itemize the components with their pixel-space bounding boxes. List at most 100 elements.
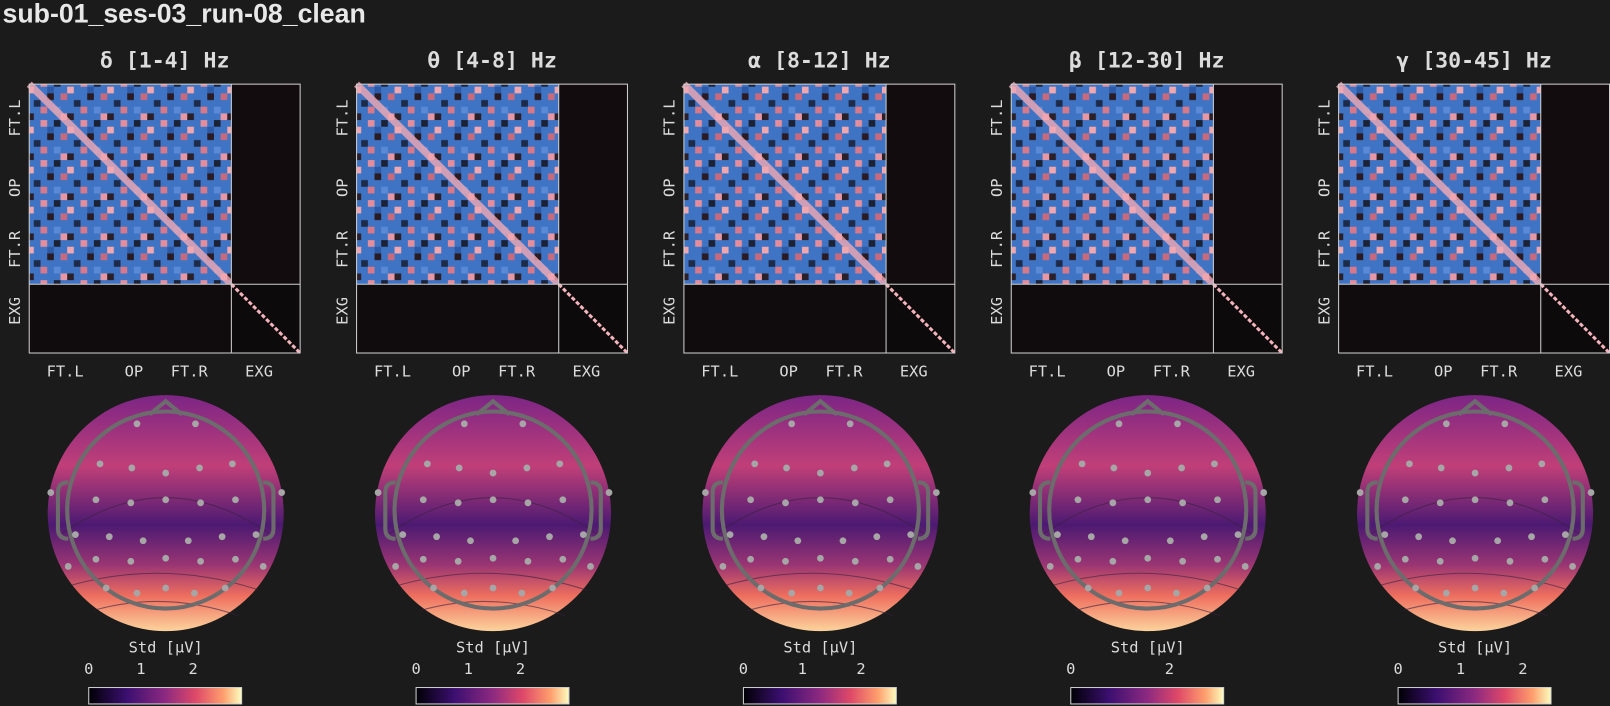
colorbar-tick-label: 0 xyxy=(84,660,93,678)
x-label: OP xyxy=(1434,363,1453,381)
sensor xyxy=(1528,533,1535,541)
sensor xyxy=(1538,460,1546,468)
sensor xyxy=(1144,584,1152,592)
sensor xyxy=(1531,584,1538,592)
sensor xyxy=(1078,460,1086,468)
sensor xyxy=(455,464,463,472)
sensor xyxy=(139,537,147,545)
contour xyxy=(92,600,239,617)
sensor xyxy=(1569,563,1576,570)
sensor xyxy=(102,584,110,592)
colorbar-tick-label: 2 xyxy=(188,660,197,678)
sensor xyxy=(850,464,858,472)
sensor xyxy=(489,584,497,592)
sensor xyxy=(788,589,796,597)
y-label: FT.R xyxy=(661,230,679,268)
sensor xyxy=(1412,584,1419,592)
sensor xyxy=(726,531,734,539)
sensor xyxy=(851,499,859,507)
sensor xyxy=(1029,489,1037,496)
matrix-exg-diagonal xyxy=(230,283,302,355)
colorbar-tick-label: 2 xyxy=(1518,660,1527,678)
sensor xyxy=(851,557,859,565)
colorbar-tick-label: 1 xyxy=(798,660,807,678)
x-label: FT.L xyxy=(374,363,411,381)
sensor xyxy=(1087,533,1095,541)
sensor xyxy=(454,557,462,565)
x-label: OP xyxy=(452,363,471,381)
sensor xyxy=(914,563,922,570)
topomap xyxy=(47,395,284,632)
sensor xyxy=(419,496,427,504)
colorbar xyxy=(1070,687,1225,705)
y-label: EXG xyxy=(6,297,24,325)
nose xyxy=(147,398,184,417)
y-label: FT.L xyxy=(333,99,351,136)
sensor xyxy=(1587,489,1595,496)
colorbar-label: Std [μV] xyxy=(1438,639,1512,657)
sensor xyxy=(1356,489,1364,496)
sensor xyxy=(184,537,192,545)
colorbar-tick-label: 1 xyxy=(1456,660,1465,678)
ear-right xyxy=(590,480,603,541)
sensor xyxy=(1144,496,1152,504)
head-outline xyxy=(1047,409,1249,611)
sensor xyxy=(467,537,474,545)
sensor xyxy=(1437,464,1445,472)
sensor xyxy=(1109,557,1117,565)
sensor xyxy=(232,496,239,504)
sensor xyxy=(559,555,567,563)
sensor xyxy=(1442,420,1450,428)
contour xyxy=(1402,600,1549,617)
sensor xyxy=(1046,563,1054,570)
sensor xyxy=(556,460,564,468)
y-label: FT.L xyxy=(661,99,679,136)
x-label: OP xyxy=(125,363,144,381)
sensor xyxy=(1449,537,1456,545)
sensor xyxy=(96,460,104,468)
sensor xyxy=(886,496,894,504)
x-label: FT.L xyxy=(1356,363,1393,381)
panel: δ [1-4] Hz FT.L OP FT.R EXG FT.L OP FT.R EXG Std … xyxy=(6,49,302,705)
sensor xyxy=(1074,555,1082,563)
sensor xyxy=(1471,496,1479,504)
nose xyxy=(1457,398,1493,417)
sensor xyxy=(932,489,940,496)
contour xyxy=(747,600,894,617)
sensor xyxy=(579,531,587,539)
matrix-exg-diagonal xyxy=(1539,283,1610,355)
sensor xyxy=(1260,489,1268,496)
sensor xyxy=(1203,584,1211,592)
y-label: OP xyxy=(661,179,679,198)
colorbar-tick-label: 0 xyxy=(739,660,748,678)
matrix-exg-diagonal xyxy=(557,283,629,355)
panel: θ [4-8] Hz FT.L OP FT.R EXG FT.L OP FT.R EXG Std … xyxy=(333,49,629,705)
sensor xyxy=(399,531,407,539)
sensor xyxy=(783,464,790,472)
topomap xyxy=(375,395,612,632)
sensor xyxy=(1200,533,1208,541)
panel-title: δ [1-4] Hz xyxy=(100,49,230,74)
nose xyxy=(802,398,839,417)
sensor xyxy=(1109,499,1117,507)
sensor xyxy=(747,555,754,563)
sensor xyxy=(221,584,229,592)
sensor xyxy=(549,584,556,592)
sensor xyxy=(1500,589,1508,597)
sensor xyxy=(72,531,79,539)
x-label: EXG xyxy=(1227,363,1255,381)
sensor xyxy=(523,464,531,472)
contour xyxy=(420,600,567,617)
panel: α [8-12] Hz FT.L OP FT.R EXG FT.L OP FT.R EXG Std… xyxy=(661,49,956,705)
colorbar-tick-label: 0 xyxy=(1066,660,1075,678)
sensor xyxy=(747,496,754,504)
sensor xyxy=(519,420,527,428)
y-label: FT.R xyxy=(6,230,24,268)
x-label: FT.L xyxy=(701,363,738,381)
matrix-diagonal xyxy=(1008,81,1216,287)
x-label: FT.R xyxy=(498,363,536,381)
topomap xyxy=(1357,395,1594,632)
sensor xyxy=(133,589,141,597)
sensor xyxy=(702,489,709,496)
